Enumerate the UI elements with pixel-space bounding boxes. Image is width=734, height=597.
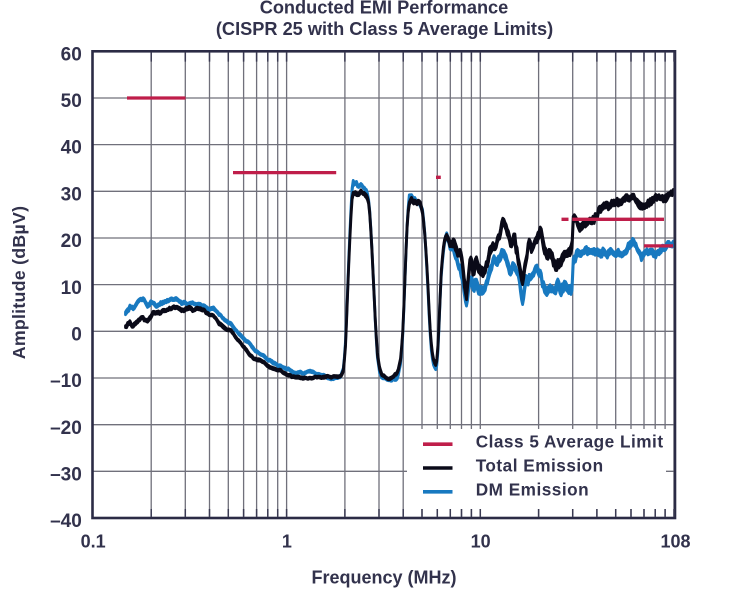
svg-text:Conducted EMI Performance: Conducted EMI Performance xyxy=(260,0,509,17)
svg-text:(CISPR 25 with Class 5 Average: (CISPR 25 with Class 5 Average Limits) xyxy=(216,19,553,39)
svg-text:DM Emission: DM Emission xyxy=(476,479,589,499)
svg-text:1: 1 xyxy=(282,531,292,551)
svg-text:Class 5 Average Limit: Class 5 Average Limit xyxy=(476,432,664,452)
svg-text:40: 40 xyxy=(61,138,82,159)
svg-text:10: 10 xyxy=(471,531,491,551)
svg-text:60: 60 xyxy=(61,44,82,65)
svg-text:30: 30 xyxy=(61,184,82,205)
svg-text:0.1: 0.1 xyxy=(81,531,106,551)
svg-text:Frequency (MHz): Frequency (MHz) xyxy=(311,567,456,587)
svg-text:Amplitude (dBµV): Amplitude (dBµV) xyxy=(9,206,29,360)
svg-text:50: 50 xyxy=(61,91,82,112)
svg-text:–40: –40 xyxy=(50,511,82,532)
svg-text:10: 10 xyxy=(61,278,82,299)
svg-text:20: 20 xyxy=(61,231,82,252)
svg-text:–10: –10 xyxy=(50,371,82,392)
svg-text:–30: –30 xyxy=(50,464,82,485)
svg-text:–20: –20 xyxy=(50,418,82,439)
svg-text:Total Emission: Total Emission xyxy=(476,456,604,476)
svg-text:108: 108 xyxy=(660,531,690,551)
svg-text:0: 0 xyxy=(71,324,82,345)
